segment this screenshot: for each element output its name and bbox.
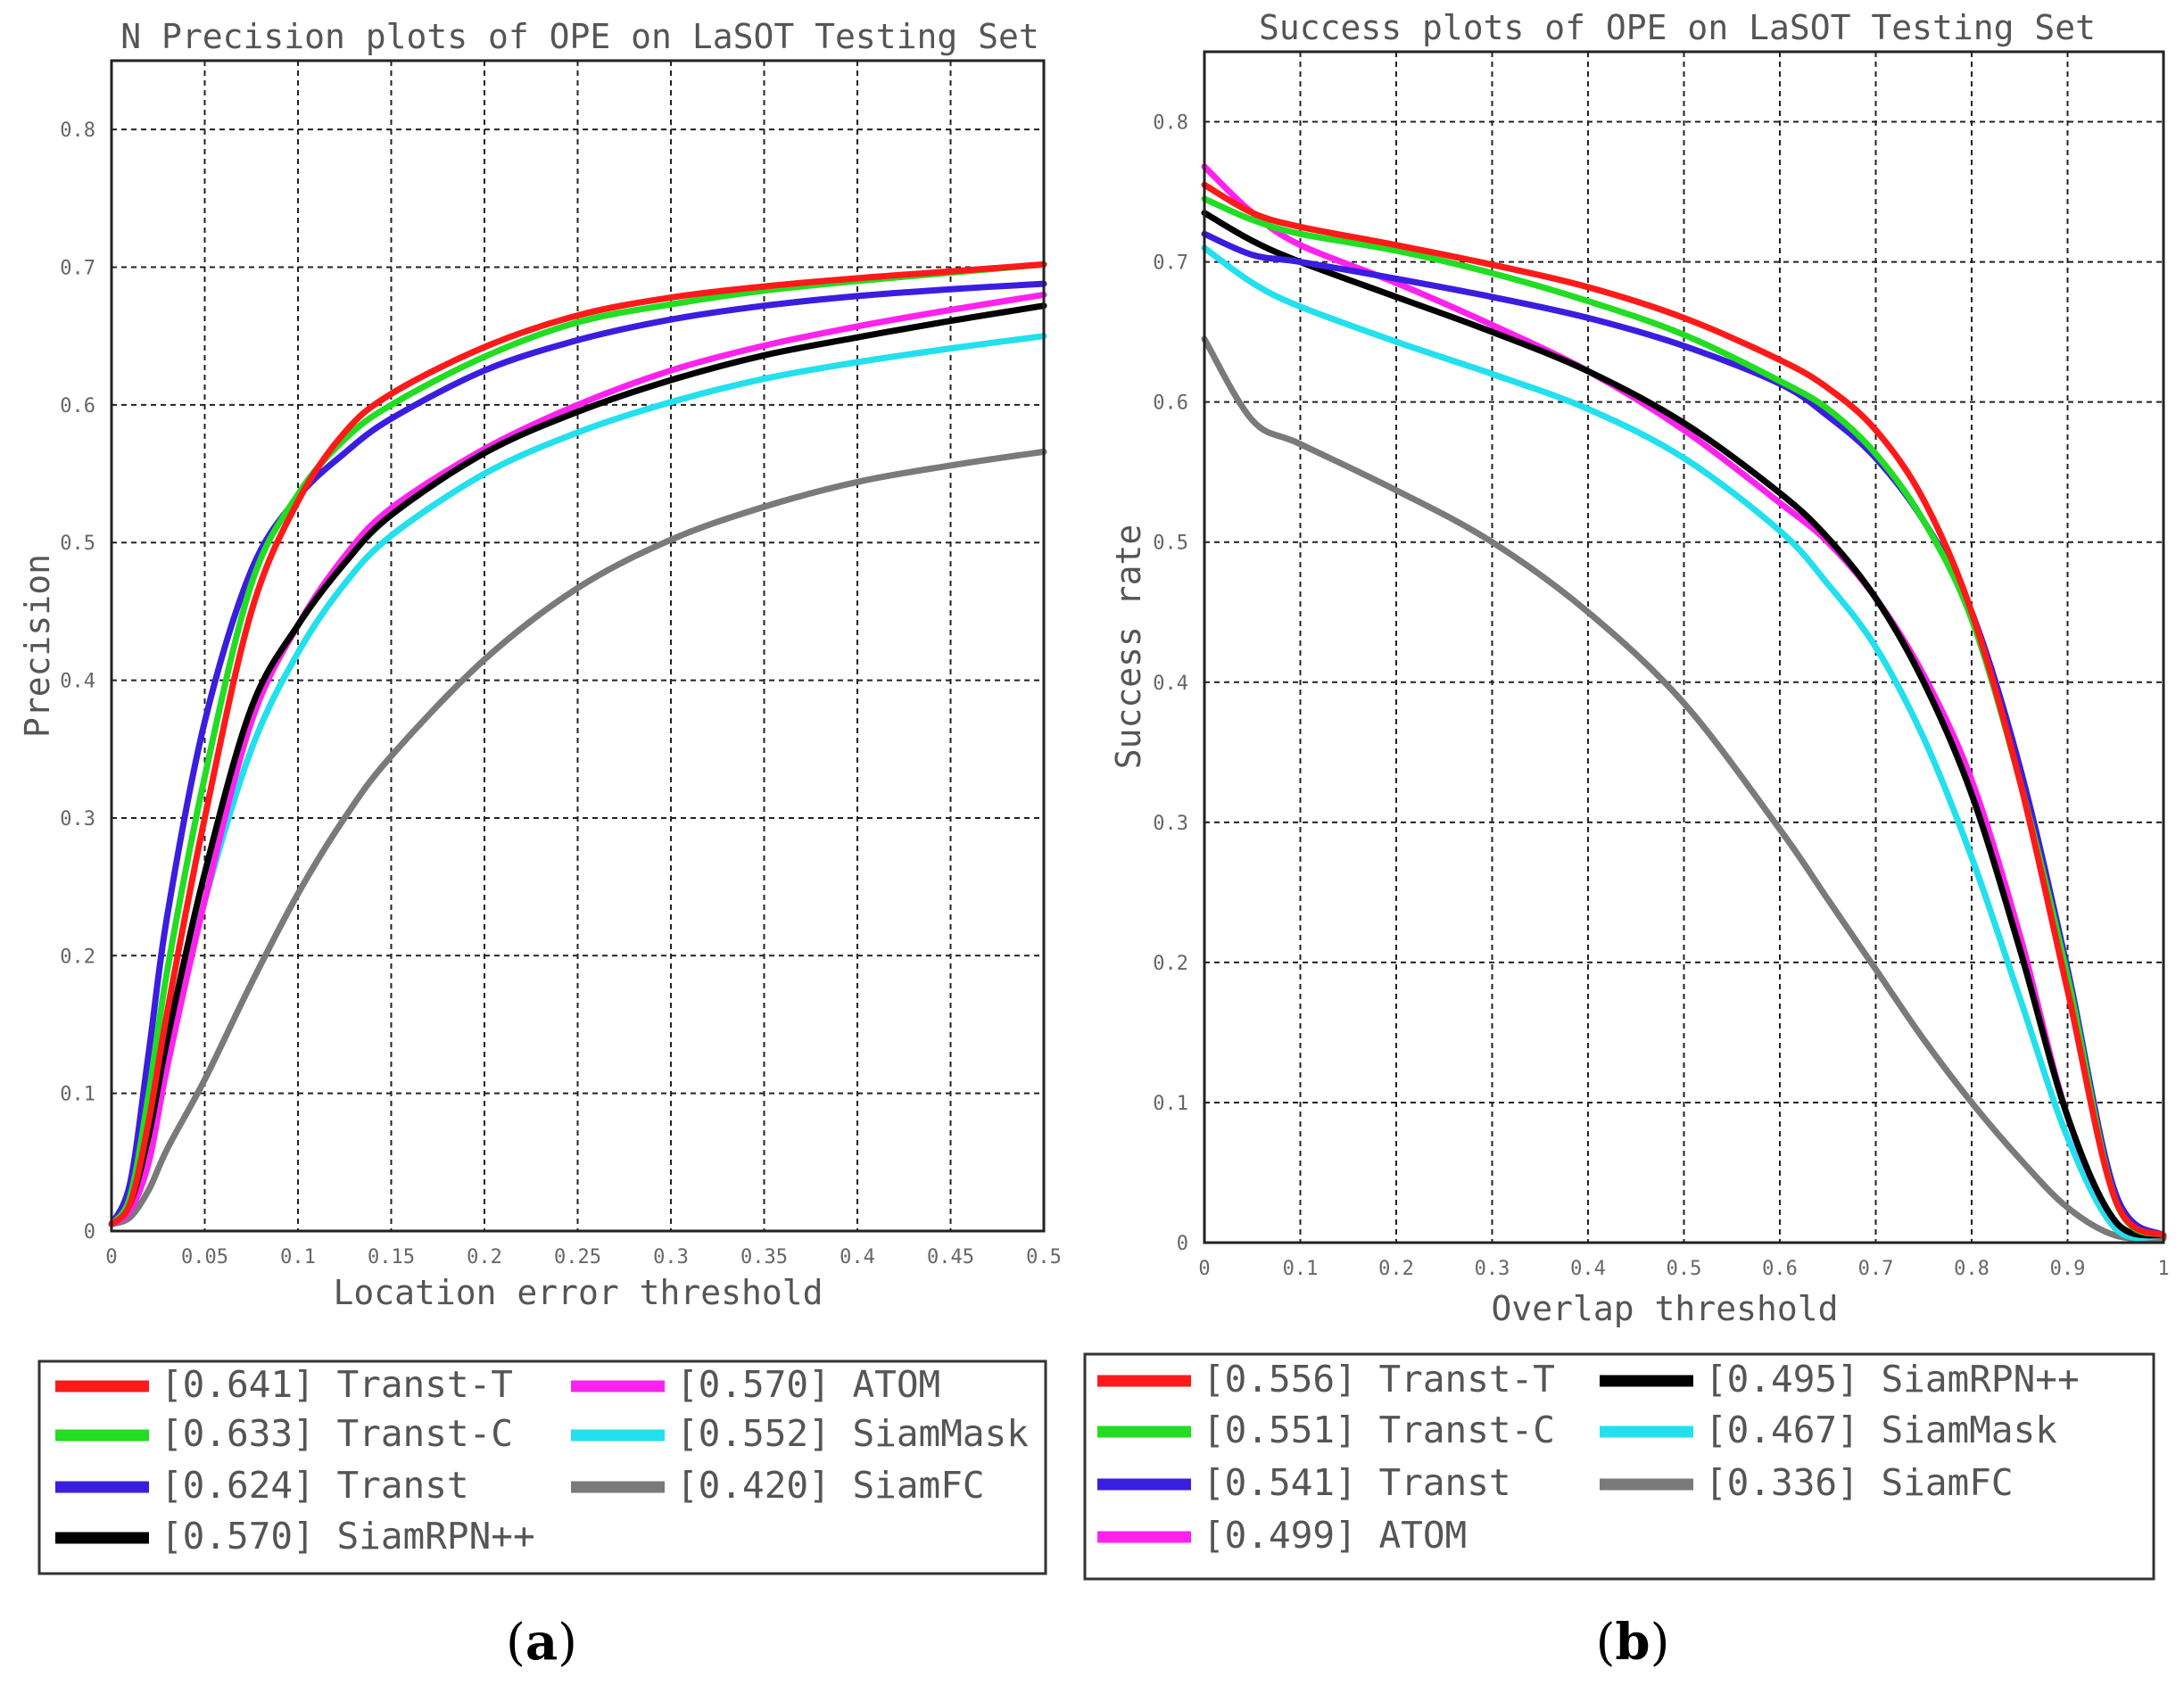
chart-b-x-tick-label: 0.7: [1858, 1258, 1894, 1280]
chart-a-x-tick-label: 0.15: [368, 1246, 415, 1268]
chart-a-xlabel: Location error threshold: [333, 1273, 823, 1312]
chart-b-line-transt-t: [1201, 181, 2167, 1239]
chart-a-x-tick-label: 0.25: [554, 1246, 601, 1268]
chart-a-x-tick-label: 0.4: [840, 1246, 875, 1268]
chart-b-y-ticks: 0 0.1 0.2 0.3 0.4 0.5 0.6 0.7 0.8: [1153, 112, 1188, 1255]
chart-a-line-transt: [108, 280, 1047, 1227]
chart-b-x-ticks: 0 0.1 0.2 0.3 0.4 0.5 0.6 0.7 0.8 0.9 1: [1198, 1258, 2169, 1280]
chart-b-x-tick-label: 0.8: [1954, 1258, 1990, 1280]
chart-a-legend: [0.641] Transt-T [0.633] Transt-C [0.624] …: [37, 1359, 1047, 1575]
chart-a-x-tick-label: 0.2: [467, 1246, 502, 1268]
chart-b-y-tick-label: 0.5: [1153, 533, 1188, 555]
chart-a-x-ticks: 0 0.05 0.1 0.15 0.2 0.25 0.3 0.35 0.4 0.45 0.5: [105, 1246, 1062, 1268]
chart-b-line-siamfc: [1201, 335, 2167, 1243]
chart-b-x-tick-label: 1: [2157, 1258, 2169, 1280]
chart-a-x-tick-label: 0.1: [280, 1246, 316, 1268]
chart-a-line-atom: [108, 291, 1047, 1227]
chart-a-line-siamfc: [108, 448, 1047, 1227]
chart-b-xlabel: Overlap threshold: [1492, 1289, 1839, 1328]
chart-b-y-tick-label: 0.6: [1153, 393, 1188, 415]
chart-a-y-tick-label: 0: [84, 1221, 95, 1244]
chart-b-legend-label-atom: [0.499] ATOM: [1203, 1514, 1467, 1557]
chart-a-ylabel: Precision: [18, 554, 57, 738]
chart-b-legend: [0.556] Transt-T [0.551] Transt-C [0.541] …: [1083, 1352, 2155, 1581]
chart-a-y-tick-label: 0.8: [60, 120, 95, 142]
chart-b-x-tick-label: 0.4: [1570, 1258, 1606, 1280]
chart-b-x-tick-label: 0: [1198, 1258, 1210, 1280]
chart-a-x-tick-label: 0.35: [740, 1246, 788, 1268]
chart-b-y-tick-label: 0.8: [1153, 112, 1188, 135]
chart-b-frame: [1203, 50, 2165, 1244]
chart-b-x-tick-label: 0.1: [1283, 1258, 1319, 1280]
chart-a-y-tick-label: 0.3: [60, 808, 95, 830]
chart-a-line-siamrpnplusplus: [108, 302, 1047, 1227]
chart-b-grid: [1204, 52, 2163, 1243]
chart-a-legend-label-transt-c: [0.633] Transt-C: [161, 1412, 513, 1455]
chart-a-y-tick-label: 0.1: [60, 1084, 95, 1106]
chart-b-x-tick-label: 0.6: [1762, 1258, 1798, 1280]
precision-chart: N Precision plots of OPE on LaSOT Testin…: [18, 17, 1062, 1672]
chart-a-y-tick-label: 0.4: [60, 671, 95, 693]
chart-a-y-tick-label: 0.6: [60, 395, 95, 417]
chart-b-y-tick-label: 0.1: [1153, 1093, 1188, 1115]
chart-b-legend-label-transt: [0.541] Transt: [1203, 1461, 1511, 1504]
chart-a-legend-label-atom: [0.570] ATOM: [676, 1363, 940, 1406]
chart-b-caption-letter: b: [1615, 1613, 1650, 1672]
chart-a-y-tick-label: 0.7: [60, 258, 95, 280]
chart-a-caption: (a): [506, 1613, 577, 1672]
chart-b-x-tick-label: 0.3: [1475, 1258, 1510, 1280]
chart-b-legend-label-siamrpnplusplus: [0.495] SiamRPN++: [1705, 1358, 2080, 1401]
chart-b-legend-label-siammask: [0.467] SiamMask: [1705, 1409, 2057, 1451]
chart-b-line-siammask: [1201, 244, 2167, 1242]
chart-b-y-tick-label: 0.2: [1153, 953, 1188, 975]
chart-b-title: Success plots of OPE on LaSOT Testing Se…: [1259, 8, 2096, 47]
chart-a-x-tick-label: 0.05: [181, 1246, 228, 1268]
chart-a-caption-letter: a: [525, 1613, 558, 1672]
chart-b-legend-entries: [0.556] Transt-T [0.551] Transt-C [0.541] …: [1097, 1358, 2080, 1557]
chart-a-legend-box: [37, 1359, 1047, 1575]
chart-b-legend-label-transt-c: [0.551] Transt-C: [1203, 1409, 1555, 1451]
chart-a-x-tick-label: 0.5: [1026, 1246, 1062, 1268]
chart-b-legend-label-siamfc: [0.336] SiamFC: [1705, 1461, 2014, 1504]
chart-a-legend-entries: [0.641] Transt-T [0.633] Transt-C [0.624] …: [55, 1363, 1029, 1558]
chart-a-line-transt-c: [108, 260, 1047, 1227]
chart-b-series: [1201, 163, 2167, 1243]
chart-a-y-tick-label: 0.5: [60, 533, 95, 555]
chart-a-x-tick-label: 0.3: [653, 1246, 689, 1268]
chart-a-series: [108, 260, 1047, 1227]
chart-b-y-tick-label: 0.4: [1153, 673, 1188, 695]
chart-b-x-tick-label: 0.2: [1378, 1258, 1414, 1280]
chart-b-x-tick-label: 0.5: [1667, 1258, 1702, 1280]
chart-a-legend-label-siammask: [0.552] SiamMask: [676, 1412, 1029, 1455]
chart-b-y-tick-label: 0.3: [1153, 813, 1188, 835]
chart-b-legend-label-transt-t: [0.556] Transt-T: [1203, 1358, 1555, 1401]
chart-b-caption: (b): [1596, 1613, 1670, 1672]
chart-b-legend-box: [1083, 1352, 2155, 1581]
chart-b-line-transt-c: [1201, 195, 2167, 1239]
chart-a-legend-label-siamfc: [0.420] SiamFC: [676, 1464, 985, 1507]
chart-a-legend-label-siamrpnplusplus: [0.570] SiamRPN++: [161, 1515, 535, 1558]
chart-a-grid: [112, 61, 1044, 1231]
chart-a-legend-label-transt: [0.624] Transt: [161, 1464, 469, 1507]
chart-b-line-siamrpnplusplus: [1201, 210, 2167, 1239]
chart-a-title: N Precision plots of OPE on LaSOT Testin…: [120, 17, 1039, 56]
chart-b-y-tick-label: 0.7: [1153, 252, 1188, 275]
chart-a-frame: [110, 59, 1046, 1233]
chart-a-x-tick-label: 0.45: [927, 1246, 974, 1268]
chart-a-y-tick-label: 0.2: [60, 946, 95, 968]
chart-a-legend-label-transt-t: [0.641] Transt-T: [161, 1363, 513, 1406]
chart-b-y-tick-label: 0: [1177, 1233, 1188, 1255]
success-chart: Success plots of OPE on LaSOT Testing Se…: [1083, 8, 2170, 1672]
chart-a-line-transt-t: [108, 260, 1047, 1227]
chart-a-y-ticks: 0 0.1 0.2 0.3 0.4 0.5 0.6 0.7 0.8: [60, 120, 95, 1244]
chart-b-x-tick-label: 0.9: [2050, 1258, 2086, 1280]
chart-b-ylabel: Success rate: [1109, 525, 1148, 770]
chart-a-x-tick-label: 0: [105, 1246, 117, 1268]
